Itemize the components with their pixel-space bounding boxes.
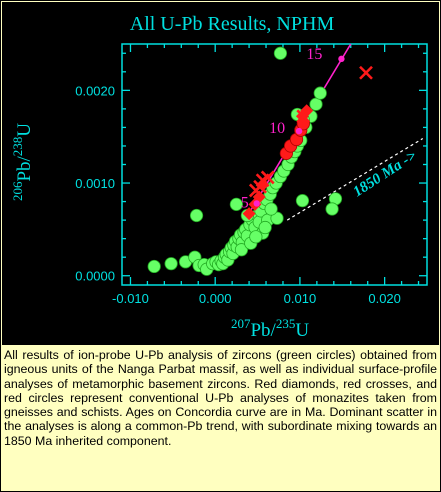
plot-axes: -0.010 0.000 0.010 0.020 0.0000 0.0010 0.0020 — [75, 43, 428, 306]
chart: All U-Pb Results, NPHM -0.010 0.000 0.010 0… — [2, 2, 439, 345]
chart-title: All U-Pb Results, NPHM — [130, 13, 335, 35]
cross-stroke — [260, 170, 275, 185]
monazite-diamond-point — [252, 190, 266, 204]
zircon-point — [229, 197, 243, 211]
inherited-trend-line — [286, 138, 424, 221]
monazite-cross-point — [260, 170, 275, 185]
zircon-point — [273, 46, 288, 60]
zircon-point — [313, 86, 327, 100]
zircon-point — [270, 211, 284, 225]
x-tick-label: 0.020 — [368, 291, 401, 306]
zircon-point — [309, 97, 323, 111]
monazite-diamond-point — [300, 104, 314, 118]
y-tick-label: 0.0010 — [75, 176, 115, 191]
x-axis-label: 207Pb/235U — [231, 316, 309, 341]
figure-caption: All results of ion-probe U-Pb analysis o… — [4, 348, 437, 448]
plot-marks: 5 10 15 — [147, 46, 373, 276]
y-tick-label: 0.0000 — [75, 269, 115, 284]
zircon-point — [234, 243, 249, 257]
zircon-point — [258, 220, 272, 235]
zircon-point — [164, 257, 178, 271]
monazite-cross-point — [359, 65, 373, 80]
concordia-age-marker — [253, 200, 260, 207]
zircon-point — [295, 194, 310, 208]
y-tick-label: 0.0020 — [75, 83, 115, 98]
cross-stroke — [359, 65, 373, 80]
concordia-age-label: 5 — [241, 194, 249, 211]
x-tick-label: -0.010 — [112, 291, 149, 306]
x-tick-label: 0.010 — [284, 291, 317, 306]
monazite-diamond-point — [242, 207, 256, 221]
zircon-point — [264, 202, 278, 216]
chart-background — [2, 2, 439, 345]
zircon-point — [147, 259, 161, 274]
concordia-age-label: 10 — [269, 120, 285, 137]
concordia-age-label: 15 — [306, 46, 322, 63]
zircon-point — [325, 202, 339, 216]
zircon-point — [249, 230, 263, 244]
x-tick-label: 0.000 — [199, 291, 232, 306]
y-axis-label: 206Pb/238U — [10, 123, 35, 201]
monazite-cross-point — [296, 109, 311, 124]
zircon-point — [189, 208, 204, 223]
concordia-age-marker — [295, 127, 303, 135]
cross-stroke — [296, 109, 311, 124]
concordia-age-marker — [338, 55, 345, 63]
